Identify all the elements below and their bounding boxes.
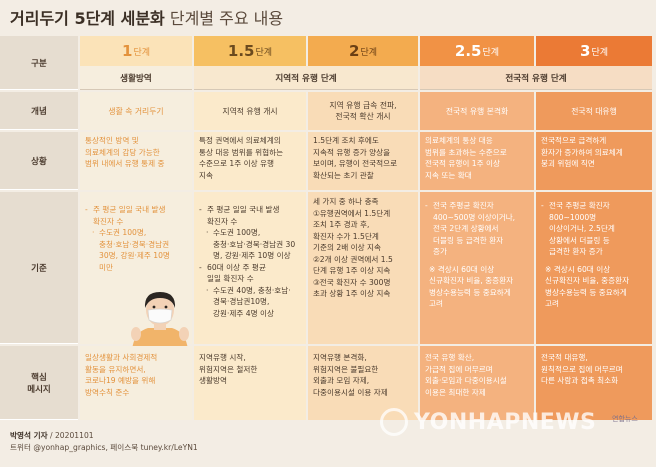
situation-stage-3: 전국적으로 급격하게 환자가 증가하여 의료체계 붕괴 위험에 직면 bbox=[536, 132, 652, 190]
criteria-bullet: 60대 이상 주 평균 일일 확진자 수 bbox=[199, 262, 301, 285]
criteria-stage-2-5: 전국 주평균 확진자 400~500명 이상이거나, 전국 2단계 상황에서 더… bbox=[420, 192, 534, 344]
group-nationwide: 전국적 유행 단계 bbox=[420, 66, 652, 90]
criteria-bullet: 전국 주평균 확진자 400~500명 이상이거나, 전국 2단계 상황에서 더… bbox=[425, 200, 529, 258]
stage-unit: 단계 bbox=[482, 47, 500, 58]
situation-stage-1: 통상적인 방역 및 의료체계의 감당 가능한 범위 내에서 유행 통제 중 bbox=[80, 132, 192, 190]
message-stage-2: 지역유행 본격화, 위험지역은 불필요한 외출과 모임 자제, 다중이용시설 이… bbox=[308, 346, 418, 420]
criteria-item: ②2개 이상 권역에서 1.5 단계 유행 1주 이상 지속 bbox=[313, 254, 393, 276]
stage-header-1-5: 1.5 단계 bbox=[194, 36, 306, 66]
concept-text: 지역적 유행 개시 bbox=[222, 106, 278, 116]
concept-text: 전국적 대유행 bbox=[571, 106, 617, 116]
stage-num: 2.5 bbox=[454, 42, 482, 60]
criteria-note: ※ 격상시 60대 이상 신규확진자 비율, 중증환자 병상수용능력 등 중요하… bbox=[429, 264, 514, 309]
row-label-concept: 개념 bbox=[0, 92, 78, 130]
date: / 20201101 bbox=[47, 431, 94, 440]
message-stage-3: 전국적 대유행, 원칙적으로 집에 머무르며 다른 사람과 접촉 최소화 bbox=[536, 346, 652, 420]
criteria-intro: 세 가지 중 하나 충족 bbox=[313, 197, 379, 206]
criteria-bullet: 주 평균 일일 국내 발생 확진자 수 bbox=[199, 204, 301, 227]
criteria-sub: 수도권 100명, 충청·호남·경북·경남권 30 명, 강원·제주 10명 이… bbox=[199, 227, 301, 262]
concept-stage-2-5: 전국적 유행 본격화 bbox=[420, 92, 534, 130]
criteria-note: ※ 격상시 60대 이상 신규확진자 비율, 중증환자 병상수용능력 등 중요하… bbox=[545, 264, 630, 309]
concept-text: 지역 유행 급속 전파, 전국적 확산 개시 bbox=[329, 101, 397, 121]
concept-stage-1-5: 지역적 유행 개시 bbox=[194, 92, 306, 130]
stage-header-2: 2 단계 bbox=[308, 36, 418, 66]
criteria-bullet: 주 평균 일일 국내 발생 확진자 수 bbox=[85, 204, 187, 227]
stage-unit: 단계 bbox=[133, 47, 150, 58]
situation-stage-1-5: 특정 권역에서 의료체계의 통상 대응 범위를 위협하는 수준으로 1주 이상 … bbox=[194, 132, 306, 190]
page-title: 거리두기 5단계 세분화 단계별 주요 내용 bbox=[10, 6, 283, 32]
title-light: 단계별 주요 내용 bbox=[164, 9, 284, 28]
row-label-category: 구분 bbox=[0, 36, 78, 90]
message-stage-1: 일상생활과 사회경제적 활동을 유지하면서, 코로나19 예방을 위해 방역수칙… bbox=[80, 346, 192, 420]
masked-person-icon bbox=[131, 292, 189, 350]
row-label-situation: 상황 bbox=[0, 132, 78, 190]
criteria-item: ①유행권역에서 1.5단계 조치 1주 경과 후, 확진자 수가 1.5단계 기… bbox=[313, 208, 391, 253]
watermark: YONHAPNEWS 연합뉴스 bbox=[380, 402, 656, 442]
yonhap-logo-icon bbox=[380, 408, 408, 436]
message-stage-2-5: 전국 유행 확산, 가급적 집에 머무르며 외출·모임과 다중이용시설 이용은 … bbox=[420, 346, 534, 420]
watermark-small: 연합뉴스 bbox=[612, 415, 638, 423]
stage-header-2-5: 2.5 단계 bbox=[420, 36, 534, 66]
reporter: 박영석 기자 bbox=[10, 431, 48, 440]
watermark-text: YONHAPNEWS bbox=[414, 409, 597, 435]
stage-num: 3 bbox=[580, 42, 591, 60]
footer: 박영석 기자 / 20201101 트위터 @yonhap_graphics, … bbox=[10, 430, 198, 454]
criteria-stage-1: 주 평균 일일 국내 발생 확진자 수 수도권 100명, 충청·호남·경북·경… bbox=[80, 192, 192, 344]
situation-stage-2-5: 의료체계의 통상 대응 범위를 초과하는 수준으로 전국적 유행이 1주 이상 … bbox=[420, 132, 534, 190]
criteria-stage-2: 세 가지 중 하나 충족 ①유행권역에서 1.5단계 조치 1주 경과 후, 확… bbox=[308, 192, 418, 344]
row-label-message: 핵심 메시지 bbox=[0, 346, 78, 420]
title-bold: 거리두기 5단계 세분화 bbox=[10, 9, 165, 28]
concept-stage-2: 지역 유행 급속 전파, 전국적 확산 개시 bbox=[308, 92, 418, 130]
row-label-criteria: 기준 bbox=[0, 192, 78, 344]
footer-credit: 박영석 기자 / 20201101 bbox=[10, 430, 198, 442]
stage-unit: 단계 bbox=[591, 47, 608, 58]
concept-stage-3: 전국적 대유행 bbox=[536, 92, 652, 130]
concept-text: 생활 속 거리두기 bbox=[108, 106, 164, 116]
stage-num: 1.5 bbox=[227, 42, 255, 60]
criteria-sub: 수도권 100명, 충청·호남·경북·경남권 30명, 강원·제주 10명 미만 bbox=[85, 227, 187, 273]
stage-header-3: 3 단계 bbox=[536, 36, 652, 66]
criteria-stage-3: 전국 주평균 확진자 800~1000명 이상이거나, 2.5단계 상황에서 더… bbox=[536, 192, 652, 344]
concept-text: 전국적 유행 본격화 bbox=[445, 106, 509, 116]
criteria-sub: 수도권 40명, 충청·호남· 경북·경남권10명, 강원·제주 4명 이상 bbox=[199, 285, 301, 320]
footer-social: 트위터 @yonhap_graphics, 페이스북 tuney.kr/LeYN… bbox=[10, 443, 198, 452]
stage-num: 1 bbox=[122, 42, 133, 60]
concept-stage-1: 생활 속 거리두기 bbox=[80, 92, 192, 130]
stage-header-1: 1 단계 bbox=[80, 36, 192, 66]
stage-unit: 단계 bbox=[360, 47, 377, 58]
group-prevention: 생활방역 bbox=[80, 66, 192, 90]
criteria-stage-1-5: 주 평균 일일 국내 발생 확진자 수 수도권 100명, 충청·호남·경북·경… bbox=[194, 192, 306, 344]
message-stage-1-5: 지역유행 시작, 위험지역은 철저한 생활방역 bbox=[194, 346, 306, 420]
criteria-bullet: 전국 주평균 확진자 800~1000명 이상이거나, 2.5단계 상황에서 더… bbox=[541, 200, 647, 258]
stage-unit: 단계 bbox=[255, 47, 273, 58]
criteria-item: ③전국 확진자 수 300명 초과 상황 1주 이상 지속 bbox=[313, 277, 391, 299]
situation-stage-2: 1.5단계 조치 후에도 지속적 유행 증가 양상을 보이며, 유행이 전국적으… bbox=[308, 132, 418, 190]
group-regional: 지역적 유행 단계 bbox=[194, 66, 418, 90]
stage-num: 2 bbox=[349, 42, 360, 60]
